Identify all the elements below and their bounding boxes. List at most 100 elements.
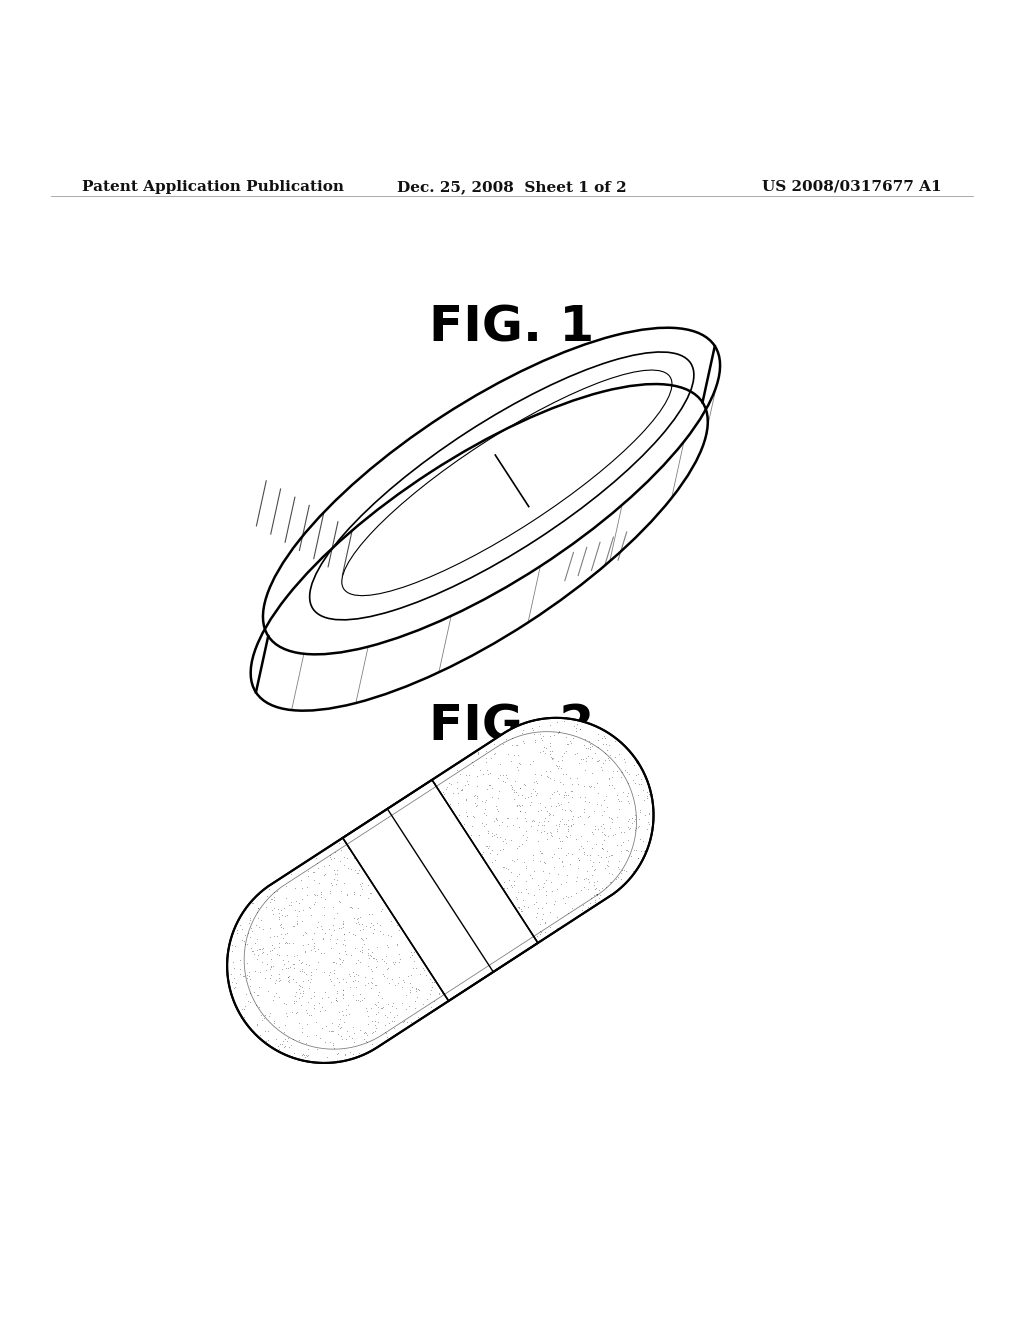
Point	[332, 1016, 348, 1038]
Point	[461, 764, 477, 785]
Point	[276, 1028, 293, 1049]
Point	[449, 880, 465, 902]
Point	[458, 764, 474, 785]
Point	[325, 1032, 341, 1053]
Point	[474, 791, 490, 812]
Point	[248, 1014, 264, 1035]
Point	[625, 861, 641, 882]
Point	[364, 1034, 380, 1055]
Point	[584, 747, 600, 768]
Point	[334, 952, 350, 973]
Point	[272, 915, 289, 936]
Point	[259, 954, 275, 975]
Point	[313, 942, 330, 964]
Point	[286, 1043, 302, 1064]
Point	[408, 958, 424, 979]
Point	[303, 1005, 319, 1026]
Point	[532, 727, 549, 748]
Point	[255, 937, 271, 958]
Point	[304, 928, 321, 949]
Point	[577, 729, 593, 750]
Point	[260, 1006, 276, 1027]
Point	[484, 851, 501, 873]
Point	[535, 876, 551, 898]
Point	[395, 972, 412, 993]
Point	[580, 738, 596, 759]
Point	[477, 804, 494, 825]
Point	[250, 907, 266, 928]
Point	[465, 805, 481, 826]
Point	[371, 841, 387, 862]
Point	[468, 795, 484, 816]
Point	[460, 805, 476, 826]
Point	[353, 913, 370, 935]
Point	[544, 871, 560, 892]
Point	[321, 1020, 337, 1041]
Point	[238, 983, 254, 1005]
Point	[599, 854, 615, 875]
Point	[345, 966, 361, 987]
Point	[529, 898, 546, 919]
Point	[300, 969, 316, 990]
Point	[374, 949, 390, 970]
Point	[594, 876, 610, 898]
Point	[294, 1022, 310, 1043]
Point	[336, 854, 352, 875]
Point	[628, 808, 644, 829]
Point	[262, 927, 279, 948]
Point	[305, 861, 322, 882]
Point	[612, 862, 629, 883]
Point	[291, 982, 307, 1003]
Point	[295, 900, 311, 921]
Point	[453, 902, 469, 923]
Point	[443, 912, 460, 933]
Point	[370, 997, 386, 1018]
Point	[451, 940, 467, 961]
Point	[416, 993, 432, 1014]
Point	[325, 1034, 341, 1055]
Point	[529, 875, 546, 896]
Point	[544, 747, 560, 768]
Point	[638, 785, 654, 807]
Point	[433, 961, 450, 982]
Point	[586, 776, 602, 797]
Point	[414, 924, 430, 945]
Point	[531, 742, 548, 763]
Point	[574, 748, 591, 770]
Point	[487, 850, 504, 871]
Point	[556, 710, 572, 731]
Point	[558, 741, 574, 762]
Point	[510, 744, 526, 766]
Point	[364, 945, 380, 966]
Point	[633, 841, 649, 862]
Point	[558, 886, 574, 907]
Point	[531, 841, 548, 862]
Point	[421, 942, 437, 964]
Point	[270, 945, 287, 966]
Point	[266, 937, 283, 958]
Point	[441, 793, 458, 814]
Point	[378, 945, 394, 966]
Point	[365, 1020, 381, 1041]
Point	[610, 743, 627, 764]
Point	[529, 902, 546, 923]
Point	[382, 1001, 398, 1022]
Point	[350, 989, 367, 1010]
Point	[225, 968, 242, 989]
Point	[309, 911, 326, 932]
Point	[316, 923, 333, 944]
Point	[453, 779, 469, 800]
Point	[511, 896, 527, 917]
Point	[557, 784, 573, 805]
Point	[358, 997, 375, 1018]
Point	[612, 869, 629, 890]
Point	[445, 942, 462, 964]
Point	[516, 851, 532, 873]
Point	[287, 899, 303, 920]
Point	[523, 783, 540, 804]
Point	[627, 818, 643, 840]
Point	[525, 845, 542, 866]
Point	[331, 917, 347, 939]
Point	[609, 784, 626, 805]
Point	[371, 981, 387, 1002]
